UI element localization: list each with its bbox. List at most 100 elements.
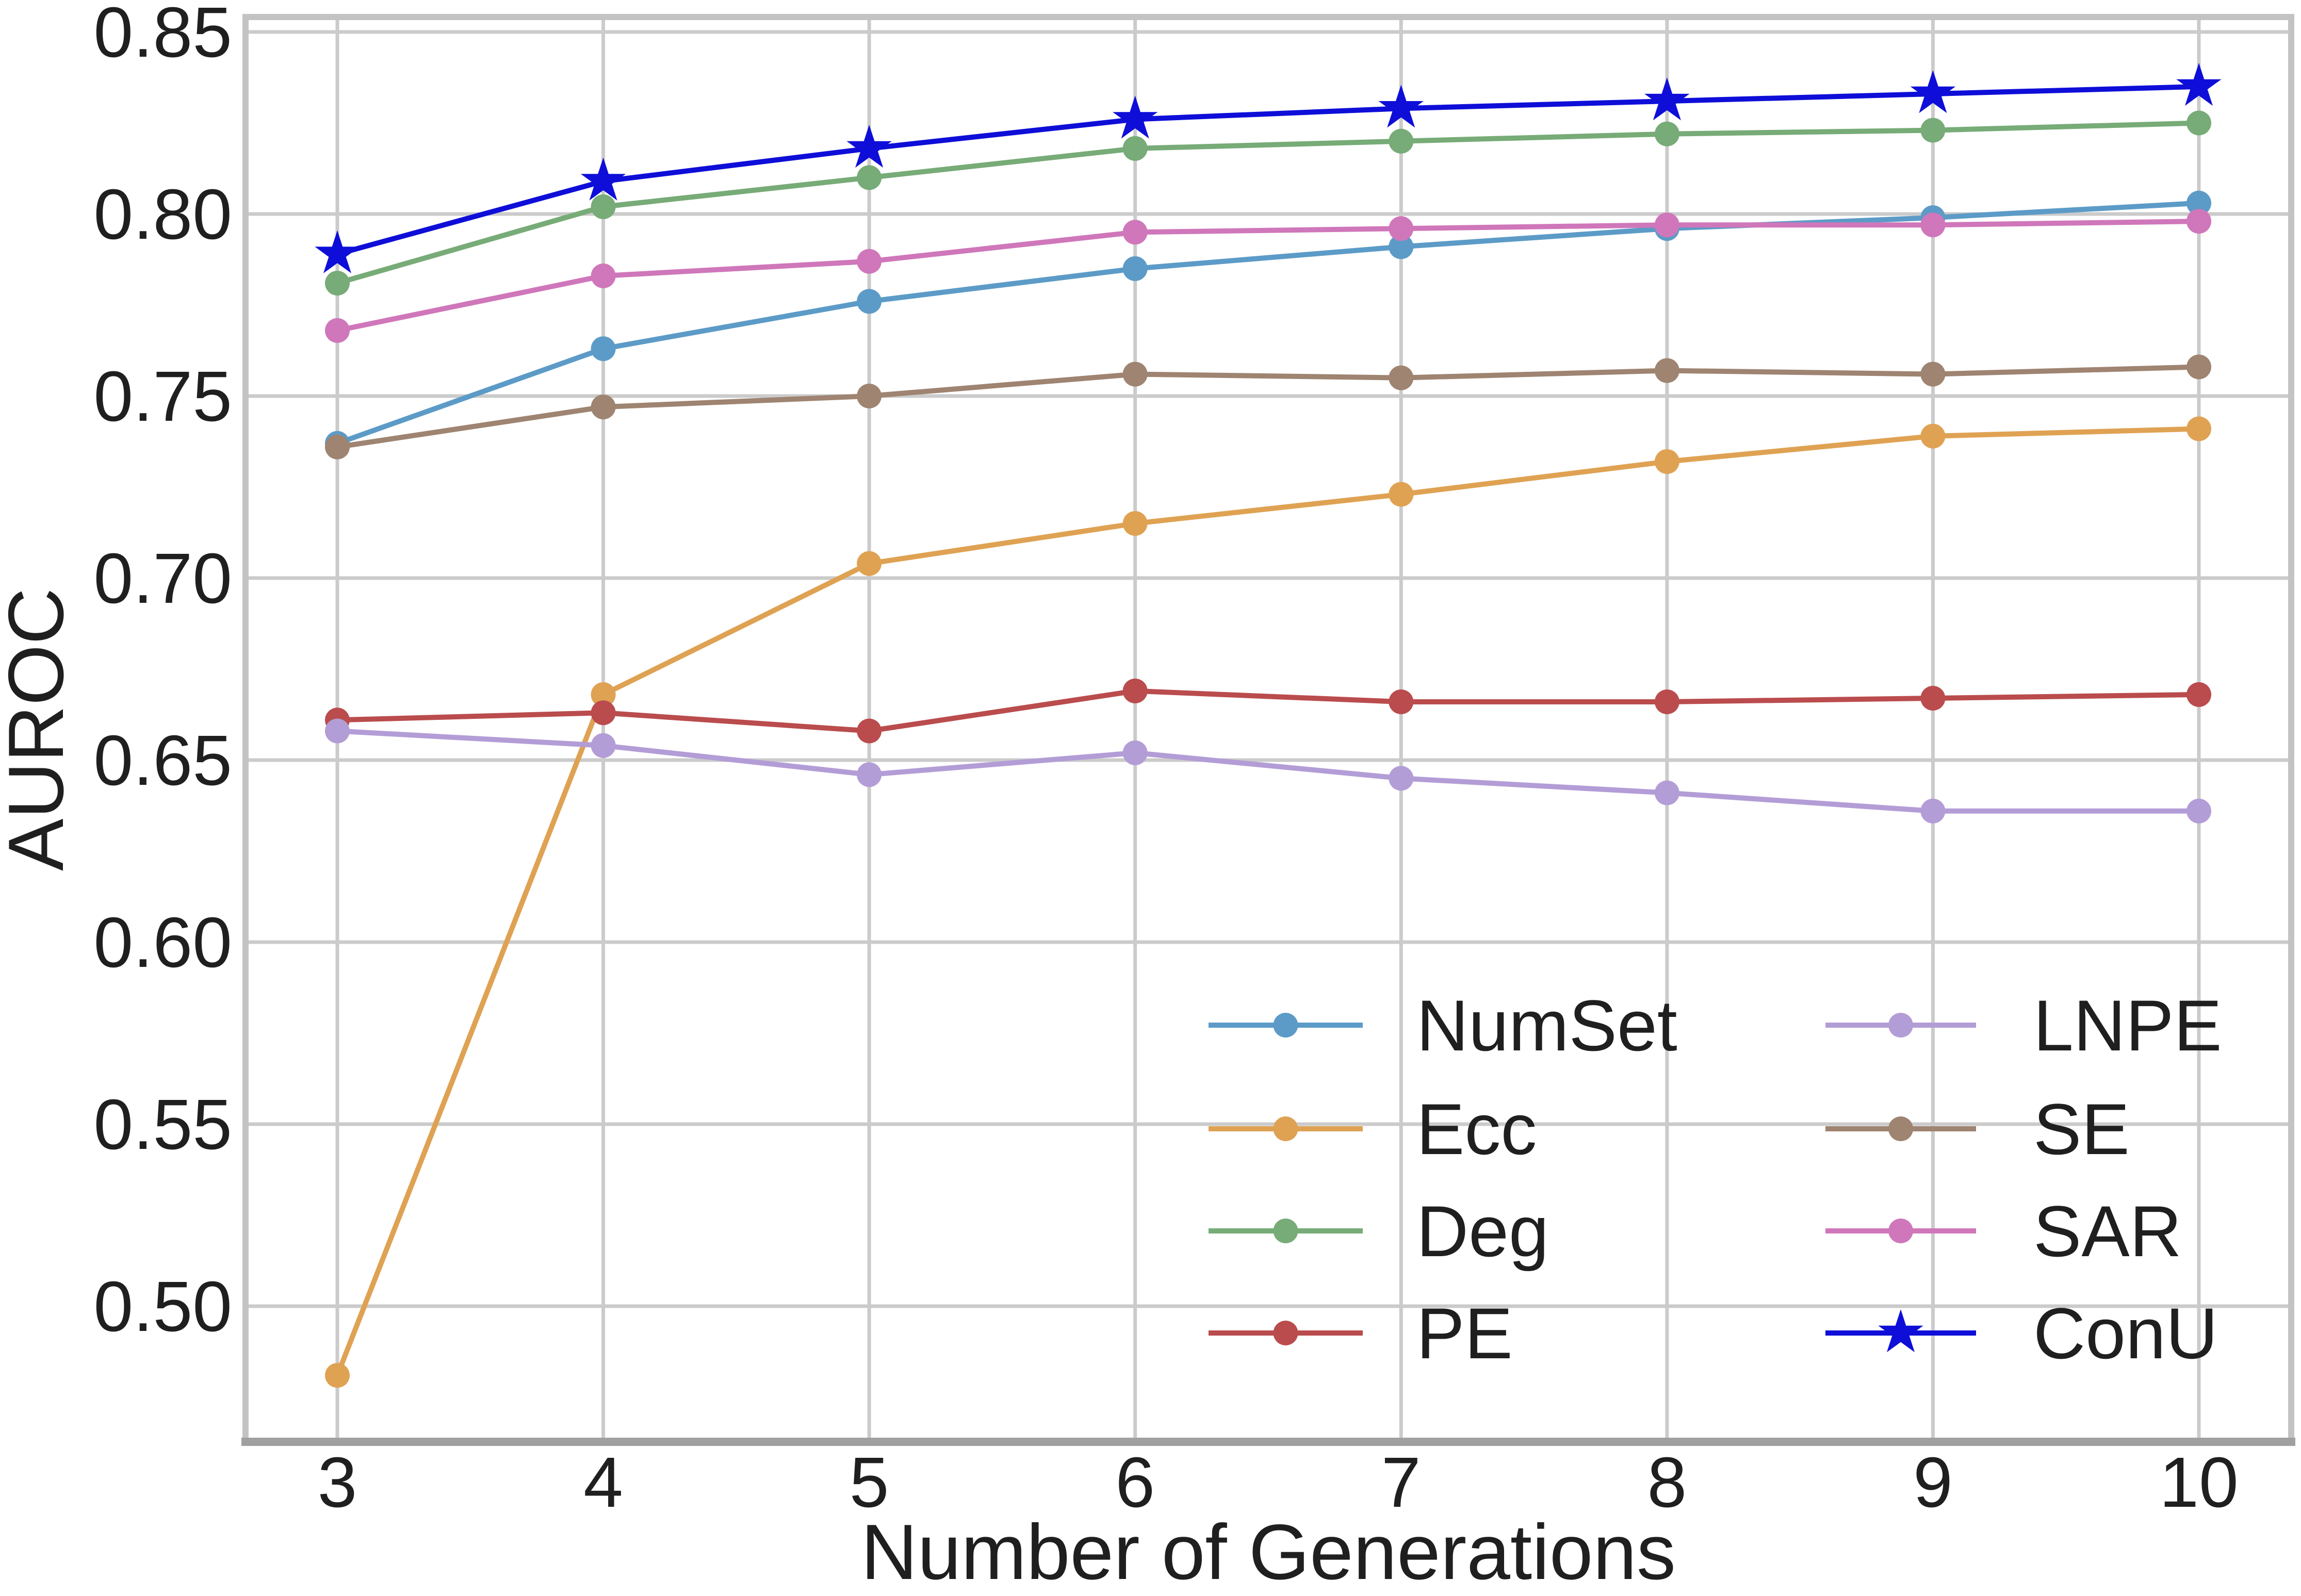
- data-point: [2186, 354, 2211, 380]
- series-LNPE: [325, 718, 2211, 824]
- data-point: [1122, 740, 1148, 765]
- data-point: [591, 700, 616, 726]
- data-point: [1389, 128, 1414, 154]
- data-point: [1122, 511, 1148, 536]
- y-tick-0.85: 0.85: [93, 0, 232, 72]
- data-point-star: [580, 157, 626, 201]
- data-point: [1654, 212, 1679, 238]
- series-line-ConU: [336, 84, 2199, 257]
- legend-item-ConU: ConU: [1825, 1293, 2218, 1374]
- legend-label-PE: PE: [1416, 1293, 1513, 1374]
- series-ConU: [315, 62, 2222, 273]
- data-point: [1920, 118, 1946, 143]
- series-markers-SAR: [325, 209, 2211, 343]
- x-tick-3: 3: [318, 1443, 357, 1522]
- y-tick-0.60: 0.60: [93, 903, 232, 982]
- series-markers-LNPE: [325, 718, 2211, 824]
- data-point: [325, 318, 350, 343]
- plot-spines: [242, 14, 2294, 1442]
- data-point: [1920, 212, 1946, 238]
- x-tick-7: 7: [1381, 1443, 1421, 1522]
- data-point: [2186, 798, 2211, 824]
- data-point: [1122, 678, 1148, 703]
- data-point: [591, 264, 616, 288]
- data-point: [1920, 361, 1946, 387]
- y-tick-0.70: 0.70: [93, 539, 232, 618]
- series-markers-PE: [325, 678, 2211, 744]
- series-markers-Deg: [325, 110, 2211, 296]
- data-point: [1389, 234, 1414, 259]
- data-point: [591, 733, 616, 758]
- x-tick-6: 6: [1115, 1443, 1155, 1522]
- legend-circle-marker: [1273, 1013, 1298, 1038]
- data-point: [1654, 358, 1679, 383]
- data-point: [857, 551, 882, 576]
- y-axis-label: AUROC: [0, 588, 80, 871]
- data-point: [1389, 365, 1414, 390]
- legend-label-SE: SE: [2033, 1089, 2130, 1170]
- series-line-SAR: [336, 219, 2199, 333]
- data-point: [1122, 361, 1148, 387]
- legend: NumSet Ecc Deg PE LNPE SE SAR ConU: [1209, 985, 2222, 1374]
- data-point: [325, 1363, 350, 1388]
- data-point-star: [1113, 95, 1158, 139]
- legend-label-ConU: ConU: [2033, 1293, 2218, 1374]
- data-point: [2186, 682, 2211, 707]
- data-point-star: [1378, 85, 1424, 128]
- tick-labels: 0.50 0.55 0.60 0.65 0.70 0.75 0.80 0.85 3 4 5 6 7 8 9 1…: [93, 0, 2238, 1522]
- legend-item-SAR: SAR: [1825, 1191, 2182, 1272]
- data-point: [1122, 136, 1148, 161]
- series-line-NumSet: [336, 200, 2199, 446]
- x-tick-8: 8: [1647, 1443, 1687, 1522]
- legend-circle-marker: [1888, 1219, 1913, 1243]
- series-markers-Ecc: [325, 416, 2211, 1388]
- data-point: [2186, 209, 2211, 234]
- data-point: [1920, 423, 1946, 449]
- data-point: [1920, 686, 1946, 711]
- legend-circle-marker: [1273, 1321, 1298, 1345]
- data-point: [325, 271, 350, 296]
- series-line-Deg: [336, 120, 2199, 286]
- y-tick-0.80: 0.80: [93, 175, 232, 254]
- data-point: [857, 762, 882, 787]
- legend-circle-marker: [1273, 1116, 1298, 1141]
- data-point: [1654, 780, 1679, 805]
- data-point: [591, 194, 616, 219]
- data-point: [591, 394, 616, 420]
- data-point: [1389, 766, 1414, 791]
- data-point: [1920, 798, 1946, 824]
- data-point: [1122, 220, 1148, 245]
- data-point: [857, 165, 882, 190]
- series-line-Ecc: [335, 426, 2199, 1376]
- legend-label-SAR: SAR: [2033, 1191, 2182, 1272]
- data-point: [325, 718, 350, 744]
- legend-item-Deg: Deg: [1209, 1191, 1549, 1272]
- legend-label-LNPE: LNPE: [2033, 985, 2222, 1066]
- series-SAR: [325, 209, 2211, 343]
- data-point: [1654, 449, 1679, 474]
- data-point: [1389, 689, 1414, 714]
- data-point: [1654, 689, 1679, 714]
- data-point-star: [1644, 77, 1690, 121]
- series-PE: [325, 678, 2211, 744]
- legend-label-NumSet: NumSet: [1416, 985, 1677, 1066]
- legend-label-Deg: Deg: [1416, 1191, 1549, 1272]
- x-axis-label: Number of Generations: [861, 1508, 1676, 1596]
- data-point-star: [315, 230, 360, 273]
- series-line-PE: [337, 688, 2199, 734]
- series-Deg: [325, 110, 2211, 296]
- series-markers-SE: [325, 354, 2211, 459]
- legend-item-SE: SE: [1825, 1089, 2130, 1170]
- legend-item-PE: PE: [1209, 1293, 1513, 1374]
- data-point-star: [1910, 70, 1956, 113]
- data-point: [325, 434, 350, 459]
- data-point: [1654, 121, 1679, 146]
- data-point-star: [2176, 62, 2222, 106]
- data-point: [2186, 110, 2211, 136]
- data-point: [2186, 190, 2211, 216]
- data-point: [1122, 256, 1148, 281]
- y-tick-0.50: 0.50: [93, 1267, 232, 1346]
- data-point: [857, 718, 882, 744]
